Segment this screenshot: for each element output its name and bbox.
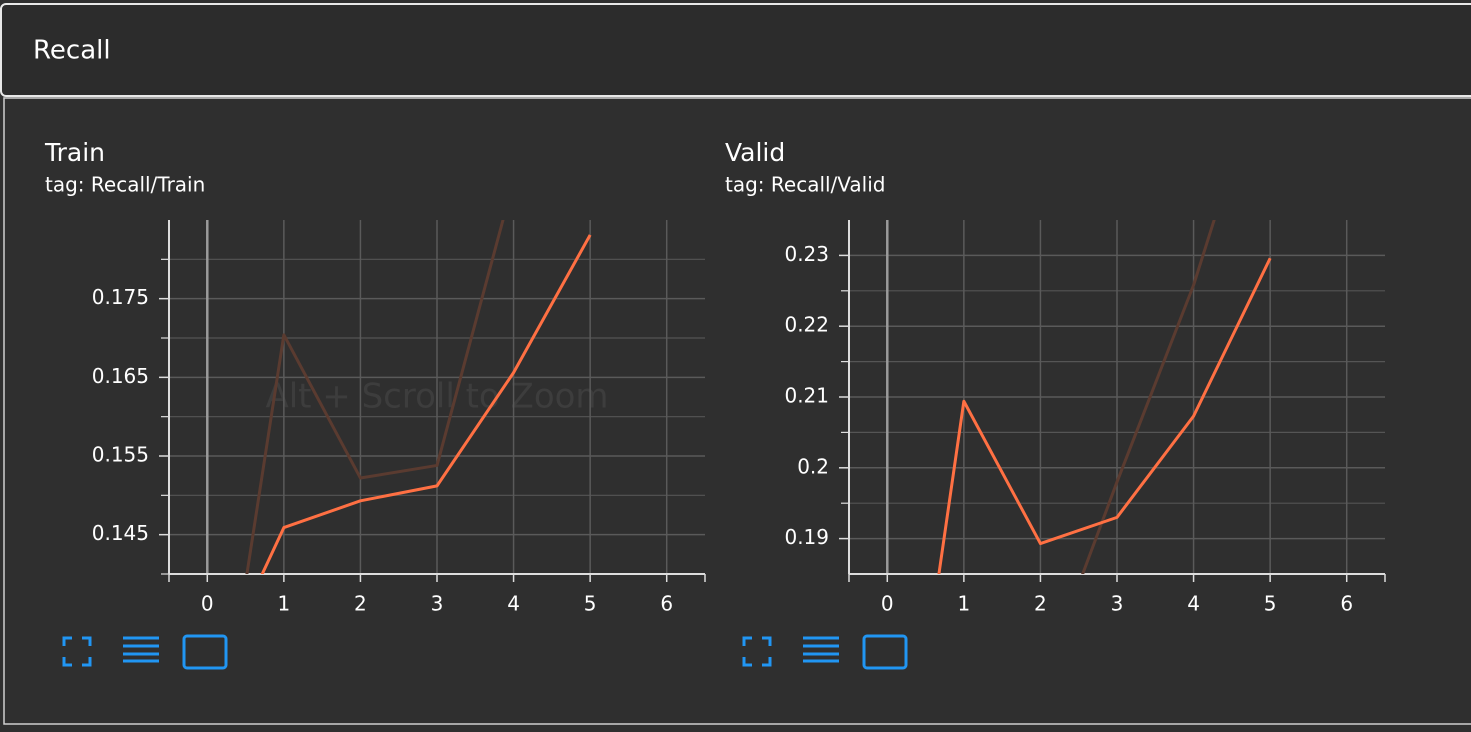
data-line: [937, 257, 1272, 574]
log-scale-button[interactable]: [123, 636, 159, 663]
x-tick-label: 5: [1264, 592, 1277, 616]
x-tick-label: 4: [507, 592, 520, 616]
x-tick-label: 6: [660, 592, 673, 616]
plot-lines: [937, 220, 1272, 574]
valid-controls: [742, 634, 908, 670]
header-card: [0, 3, 1471, 97]
x-tick-label: 5: [584, 592, 597, 616]
y-tick-label: 0.145: [92, 521, 149, 545]
x-tick-label: 0: [881, 592, 894, 616]
x-tick-label: 2: [1034, 592, 1047, 616]
y-tick-label: 0.21: [784, 384, 829, 408]
y-tick-label: 0.19: [784, 525, 829, 549]
y-tick-label: 0.155: [92, 443, 149, 467]
chart-subtitle: tag: Recall/Train: [45, 173, 205, 197]
data-line: [260, 234, 592, 574]
chart-card: [3, 97, 1471, 725]
data-line: [245, 220, 505, 574]
x-tick-label: 3: [1111, 592, 1124, 616]
x-tick-label: 2: [354, 592, 367, 616]
x-tick-label: 1: [277, 592, 290, 616]
log-scale-button[interactable]: [803, 636, 839, 663]
chart-title: Valid: [725, 138, 785, 167]
x-tick-label: 3: [431, 592, 444, 616]
x-tick-label: 4: [1187, 592, 1200, 616]
y-tick-label: 0.22: [784, 313, 829, 337]
x-tick-label: 1: [957, 592, 970, 616]
x-tick-label: 0: [201, 592, 214, 616]
chart-subtitle: tag: Recall/Valid: [725, 173, 886, 197]
y-tick-label: 0.23: [784, 242, 829, 266]
fit-domain-button[interactable]: [182, 634, 228, 670]
fullscreen-button[interactable]: [742, 636, 772, 667]
x-tick-label: 6: [1340, 592, 1353, 616]
header-title: Recall: [33, 36, 111, 66]
y-tick-label: 0.175: [92, 285, 149, 309]
train-controls: [62, 634, 228, 670]
plot-lines: [245, 220, 592, 574]
fullscreen-button[interactable]: [62, 636, 92, 667]
y-tick-label: 0.165: [92, 364, 149, 388]
chart-title: Train: [44, 138, 105, 167]
y-tick-label: 0.2: [797, 454, 829, 478]
data-line: [1081, 220, 1216, 574]
fit-domain-button[interactable]: [862, 634, 908, 670]
